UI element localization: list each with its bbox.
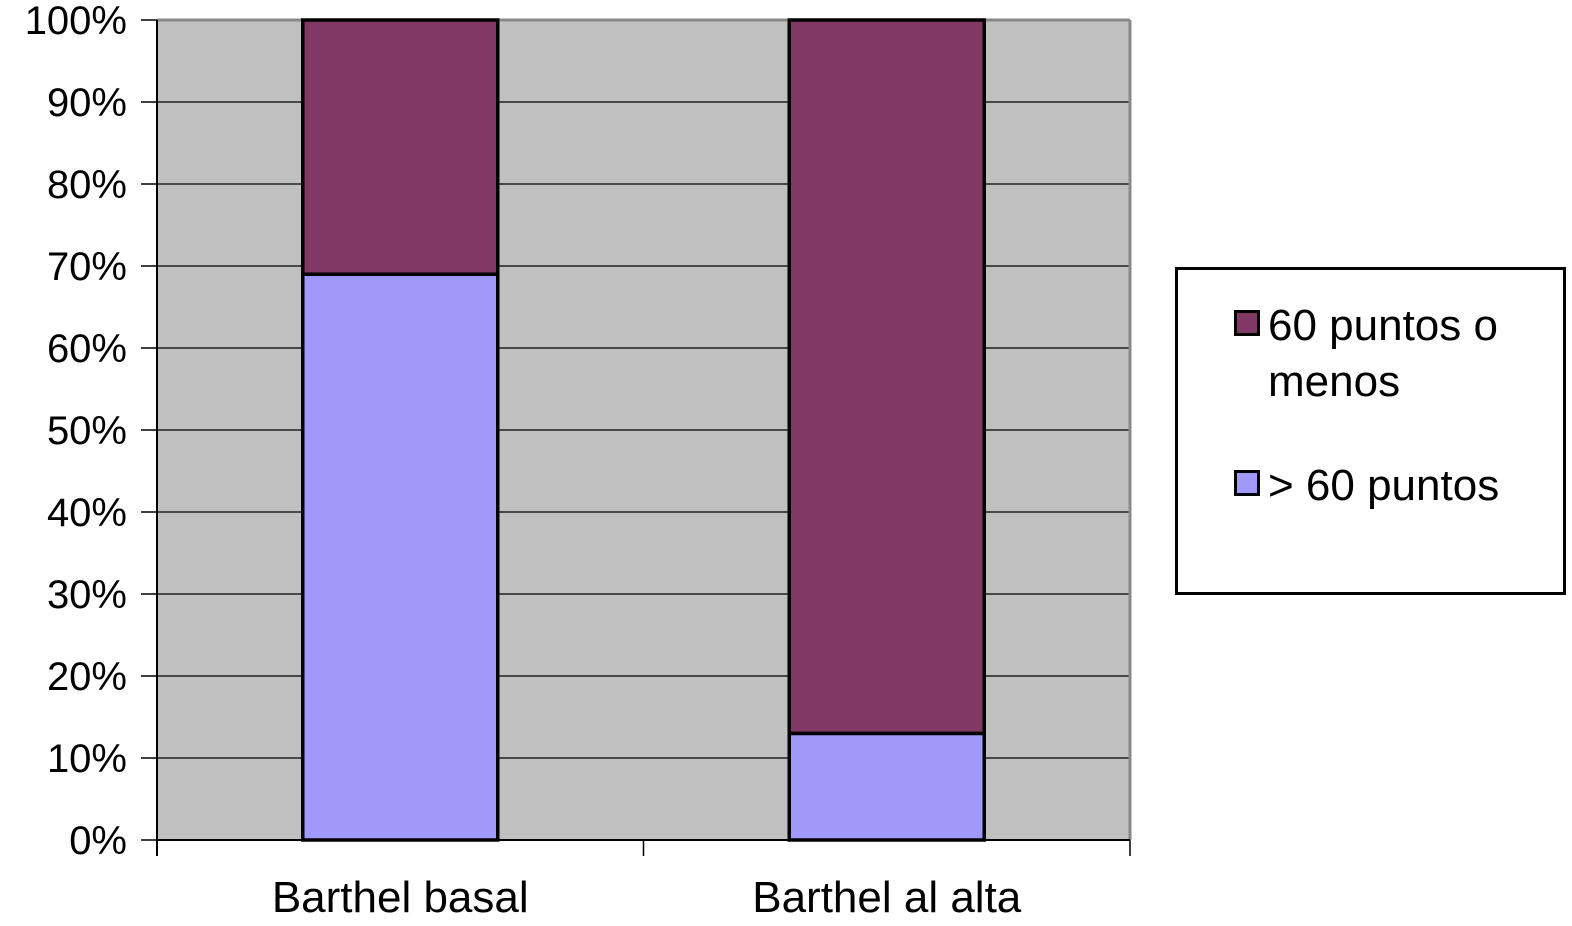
x-category-label-0: Barthel basal (272, 873, 529, 922)
legend-label-60-puntos-o-menos: 60 puntos o menos (1268, 301, 1498, 406)
bar-60-o-menos-1 (787, 18, 986, 736)
bar-mas-60-1 (787, 731, 986, 842)
y-tick-label-5: 50% (47, 409, 127, 453)
y-tick-label-2: 20% (47, 655, 127, 699)
legend-item-mas-60-puntos: > 60 puntos (1234, 458, 1558, 514)
y-tick-label-7: 70% (47, 245, 127, 289)
y-tick-label-1: 10% (47, 737, 127, 781)
y-tick-label-0: 0% (69, 819, 127, 863)
legend-swatch-mas-60-puntos (1234, 470, 1260, 496)
legend-item-60-puntos-o-menos: 60 puntos o menos (1234, 298, 1558, 410)
y-tick-label-8: 80% (47, 163, 127, 207)
y-tick-label-6: 60% (47, 327, 127, 371)
y-tick-label-10: 100% (25, 0, 127, 43)
y-tick-label-4: 40% (47, 491, 127, 535)
legend-label-mas-60-puntos: > 60 puntos (1268, 461, 1500, 510)
x-category-label-1: Barthel al alta (752, 873, 1022, 922)
y-tick-label-3: 30% (47, 573, 127, 617)
y-tick-label-9: 90% (47, 81, 127, 125)
bar-60-o-menos-0 (301, 18, 500, 276)
legend: 60 puntos o menos > 60 puntos (1175, 267, 1566, 595)
legend-swatch-60-puntos-o-menos (1234, 310, 1260, 336)
bar-mas-60-0 (301, 272, 500, 842)
